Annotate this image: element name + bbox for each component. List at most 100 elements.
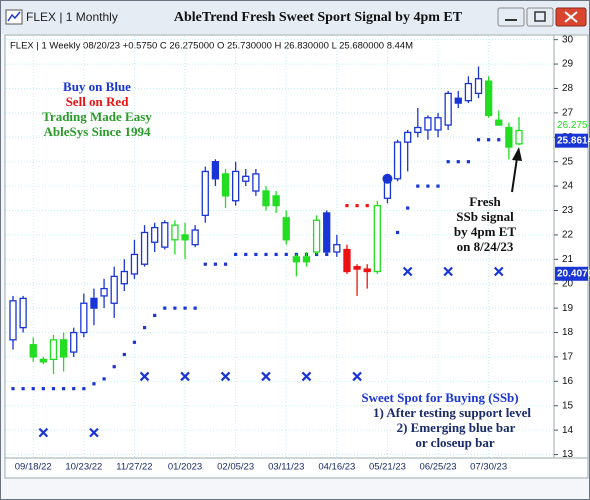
x-marker (493, 266, 504, 277)
close-button[interactable] (555, 7, 587, 27)
window-title: FLEX | 1 Monthly (26, 10, 118, 24)
stop-dot (153, 313, 157, 318)
stop-dot (264, 252, 268, 257)
signal-note: SSb signal (456, 209, 514, 224)
stop-dot (466, 160, 470, 164)
stop-dot (213, 262, 217, 266)
stop-dot (21, 387, 25, 391)
y-tick-label: 25 (562, 156, 574, 167)
candle-body (161, 222, 169, 248)
x-marker (139, 371, 150, 382)
annotation: Trading Made Easy (42, 109, 152, 124)
candle-body (464, 82, 473, 102)
maximize-button[interactable] (526, 7, 554, 27)
y-tick-label: 13 (562, 449, 574, 460)
candle-body (292, 256, 301, 263)
candle-body (9, 300, 17, 341)
candle-body (221, 173, 230, 197)
x-tick-label: 06/25/23 (420, 462, 457, 473)
stop-dot (112, 365, 116, 369)
candle-body (343, 248, 351, 273)
stop-dot (476, 138, 481, 142)
y-tick-label: 29 (562, 59, 574, 70)
x-tick-label: 03/11/23 (268, 462, 304, 473)
x-tick-label: 02/05/23 (217, 462, 254, 473)
candle-body (312, 219, 321, 253)
x-tick-label: 04/16/23 (318, 462, 355, 473)
y-tick-label: 16 (562, 376, 574, 387)
stop-dot (132, 340, 137, 344)
candle-body (59, 339, 68, 358)
candle-body (191, 229, 199, 246)
price-tag-label: 20.4070 (557, 268, 590, 279)
y-axis-area (553, 34, 589, 459)
candle-body (484, 80, 493, 116)
candle-body (333, 244, 341, 253)
stop-dot (92, 382, 96, 386)
y-tick-label: 15 (562, 400, 574, 411)
stop-dot (355, 204, 359, 208)
stop-dot (487, 138, 491, 142)
price-tag-label: 26.275 (557, 120, 588, 131)
arrow-shaft (511, 157, 518, 193)
chart-title: AbleTrend Fresh Sweet Sport Signal by 4p… (174, 10, 463, 25)
signal-note: by 4pm ET (454, 224, 516, 239)
x-marker (443, 266, 453, 277)
stop-dot (51, 387, 56, 391)
candle-body (151, 226, 159, 243)
signal-note: Fresh (469, 194, 501, 209)
x-marker (38, 427, 49, 438)
candle-body (383, 180, 392, 199)
y-tick-label: 14 (562, 425, 574, 436)
stop-dot (456, 160, 460, 164)
y-tick-label: 24 (562, 181, 574, 192)
candle-body (120, 270, 128, 285)
stop-dot (142, 326, 147, 330)
candle-body (434, 117, 442, 131)
signal-note: on 8/24/23 (457, 239, 514, 254)
stop-dot (122, 352, 126, 357)
candle-body (272, 195, 280, 207)
candle-body (110, 275, 118, 304)
candle-body (444, 92, 452, 126)
arrow-head (512, 147, 522, 161)
candle-body (100, 287, 108, 297)
ssb-note: 2) Emerging blue bar (397, 420, 516, 435)
candle-body (29, 344, 37, 358)
candle-body (393, 141, 402, 180)
stop-dot (345, 204, 349, 208)
stop-dot (193, 306, 197, 310)
candle-body (474, 78, 483, 95)
ssb-note: Sweet Spot for Buying (SSb) (361, 390, 518, 405)
stop-dot (62, 387, 66, 391)
annotation: AbleSys Since 1994 (44, 124, 151, 139)
stop-dot (274, 252, 278, 257)
stop-dot (416, 184, 420, 188)
stop-dot (31, 387, 35, 391)
x-marker (261, 371, 271, 382)
stop-dot (244, 252, 248, 257)
y-tick-label: 22 (562, 230, 574, 241)
x-marker (301, 371, 312, 382)
candle-body (49, 339, 58, 361)
stop-dot (82, 387, 86, 391)
stop-dot (173, 306, 177, 310)
candle-body (231, 170, 240, 202)
ssb-note: or closeup bar (415, 435, 494, 450)
price-tag (555, 133, 588, 148)
candle-body (181, 234, 189, 241)
y-tick-label: 20 (562, 278, 574, 289)
stop-dot (11, 387, 15, 391)
price-tag (555, 266, 588, 281)
x-marker (89, 427, 99, 438)
y-tick-label: 23 (562, 205, 574, 216)
candle-body (515, 129, 523, 145)
stop-dot (365, 204, 369, 208)
candle-body (323, 212, 331, 253)
stop-dot (426, 184, 430, 188)
candle-body (130, 253, 139, 275)
chart-header: FLEX | 1 Weekly 08/20/23 +0.5750 C 26.27… (10, 41, 413, 52)
minimize-button[interactable] (497, 7, 525, 27)
x-tick-label: 10/23/22 (65, 462, 102, 473)
